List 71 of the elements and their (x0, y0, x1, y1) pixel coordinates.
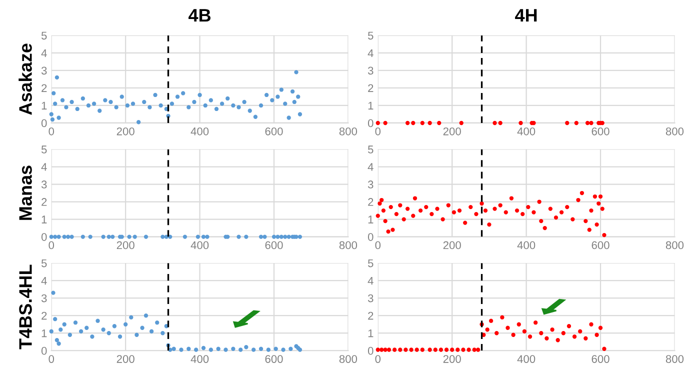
x-tick-label: 400 (517, 241, 536, 250)
x-tick-label: 400 (517, 355, 536, 363)
y-tick-label: 3 (41, 180, 47, 188)
y-tick-label: 3 (368, 180, 374, 188)
y-tick-label: 1 (368, 102, 374, 110)
y-tick-label: 0 (368, 346, 374, 355)
y-tick-label: 2 (42, 312, 47, 320)
x-tick-label: 800 (339, 127, 358, 136)
y-tick-label: 3 (41, 66, 47, 75)
y-tick-label: 2 (368, 312, 374, 320)
y-axis-title: Manas (19, 166, 32, 220)
x-tick-label: 0 (375, 241, 381, 250)
y-tick-label: 1 (42, 102, 47, 110)
y-tick-label: 1 (368, 216, 374, 224)
y-tick-label: 3 (41, 294, 47, 302)
x-tick-label: 400 (190, 241, 209, 250)
x-tick-label: 400 (517, 127, 536, 136)
y-tick-label: 3 (368, 294, 374, 302)
x-tick-label: 800 (666, 355, 684, 363)
y-tick-label: 4 (41, 163, 47, 171)
x-tick-label: 200 (443, 355, 461, 363)
x-tick-label: 400 (190, 127, 209, 136)
y-tick-label: 4 (41, 49, 47, 57)
y-tick-label: 5 (41, 146, 47, 154)
y-tick-label: 5 (41, 259, 47, 268)
y-tick-label: 3 (368, 66, 374, 75)
y-tick-label: 4 (368, 49, 374, 57)
y-tick-label: 0 (41, 119, 47, 128)
y-axis-title: Asakaze (18, 44, 32, 115)
y-tick-label: 2 (368, 84, 374, 92)
x-tick-label: 200 (116, 127, 134, 136)
y-tick-label: 2 (42, 198, 47, 206)
x-tick-label: 200 (116, 241, 134, 250)
chart-title: 4B (188, 9, 211, 22)
x-tick-label: 200 (116, 355, 134, 363)
x-tick-label: 600 (265, 241, 283, 250)
x-tick-label: 800 (339, 355, 358, 363)
y-tick-label: 0 (41, 233, 47, 241)
y-tick-label: 4 (368, 163, 374, 171)
y-tick-label: 4 (368, 276, 374, 285)
x-tick-label: 600 (592, 127, 610, 136)
chart-title: 4H (515, 9, 537, 22)
x-tick-label: 0 (375, 355, 381, 363)
y-tick-label: 2 (42, 84, 47, 92)
x-tick-label: 800 (666, 127, 684, 136)
x-tick-label: 0 (48, 241, 54, 250)
y-tick-label: 1 (42, 329, 47, 338)
x-tick-label: 0 (48, 355, 54, 363)
y-tick-label: 0 (368, 119, 374, 128)
x-tick-label: 600 (592, 241, 610, 250)
x-tick-label: 0 (375, 127, 381, 136)
y-tick-label: 0 (41, 346, 47, 355)
x-tick-label: 0 (48, 127, 54, 136)
y-tick-label: 5 (41, 32, 47, 40)
x-tick-label: 400 (190, 355, 209, 363)
x-tick-label: 600 (265, 355, 283, 363)
y-tick-label: 2 (368, 198, 374, 206)
y-tick-label: 1 (368, 329, 374, 338)
x-tick-label: 600 (265, 127, 283, 136)
y-tick-label: 5 (368, 146, 374, 154)
y-tick-label: 0 (368, 233, 374, 241)
x-tick-label: 800 (339, 241, 358, 250)
x-tick-label: 200 (443, 127, 461, 136)
x-tick-label: 200 (443, 241, 461, 250)
y-tick-label: 5 (368, 259, 374, 268)
y-tick-label: 1 (42, 216, 47, 224)
x-tick-label: 600 (592, 355, 610, 363)
y-tick-label: 5 (368, 32, 374, 40)
y-tick-label: 4 (41, 276, 47, 285)
y-axis-title: T4BS.4HL (19, 264, 32, 350)
x-tick-label: 800 (666, 241, 684, 250)
